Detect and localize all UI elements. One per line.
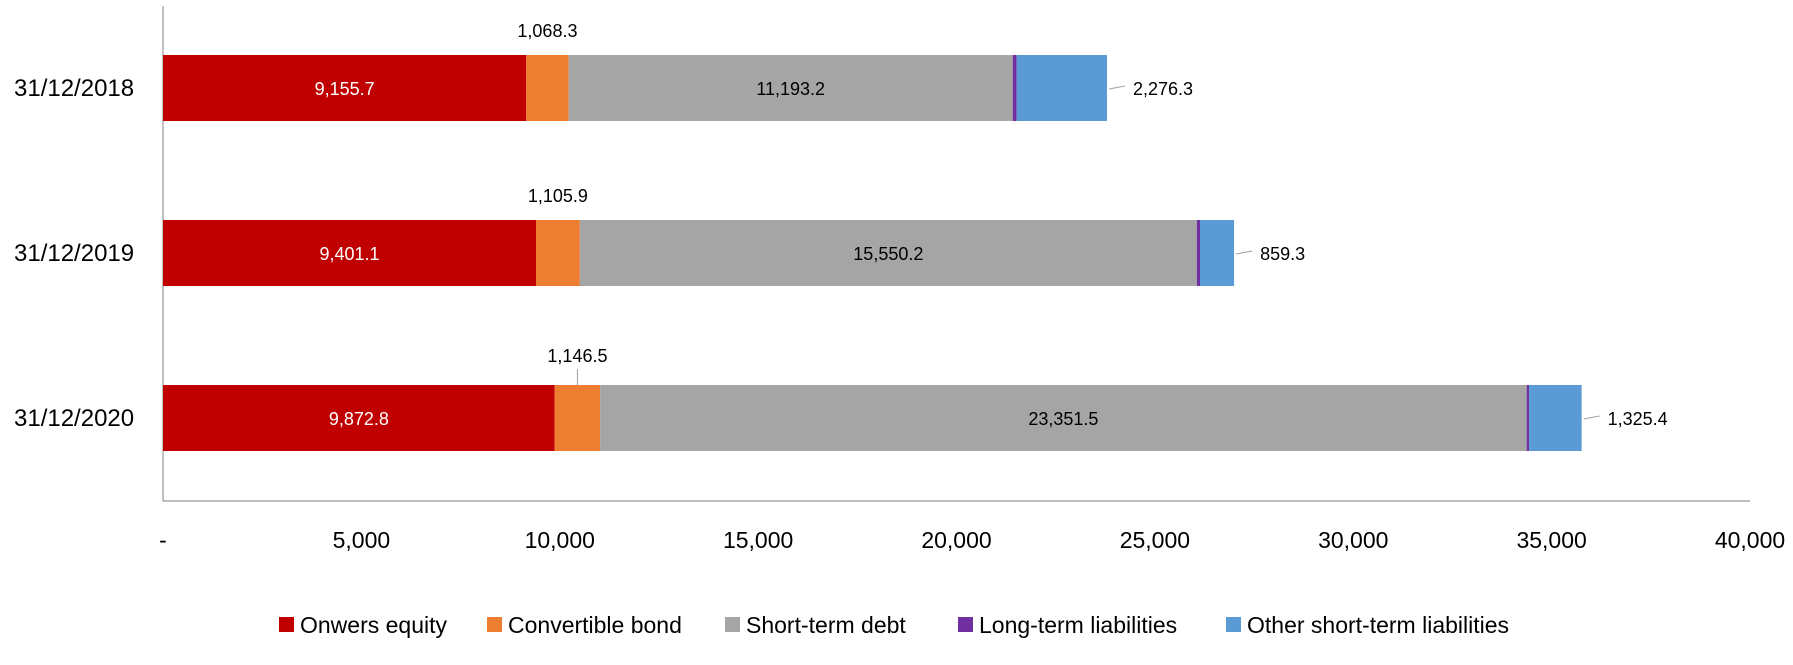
- bar-segment: [163, 385, 555, 451]
- x-tick-label: 20,000: [921, 527, 991, 553]
- data-label: 2,276.3: [1133, 79, 1193, 99]
- data-label: 859.3: [1260, 244, 1305, 264]
- bar-segment: [1526, 385, 1530, 451]
- bar-segment: [1196, 220, 1200, 286]
- legend-label: Short-term debt: [746, 612, 906, 638]
- legend-label: Onwers equity: [300, 612, 448, 638]
- bar-segment: [535, 220, 580, 286]
- legend-swatch: [958, 617, 973, 632]
- bar-segment: [163, 220, 536, 286]
- legend-swatch: [1226, 617, 1241, 632]
- x-tick-label: 40,000: [1715, 527, 1785, 553]
- x-tick-label: 15,000: [723, 527, 793, 553]
- legend-swatch: [279, 617, 294, 632]
- bar-segment: [1199, 220, 1235, 286]
- x-tick-label: 10,000: [525, 527, 595, 553]
- x-tick-label: 5,000: [333, 527, 391, 553]
- bar-segment: [1529, 385, 1582, 451]
- x-tick-label: 35,000: [1516, 527, 1586, 553]
- x-tick-label: 30,000: [1318, 527, 1388, 553]
- x-tick-label: -: [159, 527, 167, 553]
- x-tick-label: 25,000: [1120, 527, 1190, 553]
- data-label: 15,550.2: [853, 244, 923, 264]
- data-label: 23,351.5: [1028, 409, 1098, 429]
- bar-segment: [600, 385, 1527, 451]
- leader-line: [1235, 250, 1253, 255]
- bar-segment: [1012, 55, 1017, 121]
- leader-line: [1108, 85, 1126, 90]
- bar-segment: [163, 55, 527, 121]
- bar-segment: [568, 55, 1013, 121]
- data-label: 1,325.4: [1608, 409, 1668, 429]
- bar-segment: [1016, 55, 1108, 121]
- category-label: 31/12/2019: [14, 240, 134, 267]
- bar-segment: [526, 55, 569, 121]
- data-label: 1,146.5: [547, 346, 607, 366]
- bar-segment: [554, 385, 601, 451]
- legend-label: Other short-term liabilities: [1247, 612, 1509, 638]
- legend-label: Convertible bond: [508, 612, 682, 638]
- category-label: 31/12/2020: [14, 405, 134, 432]
- legend-label: Long-term liabilities: [979, 612, 1177, 638]
- category-label: 31/12/2018: [14, 75, 134, 102]
- data-label: 9,155.7: [315, 79, 375, 99]
- data-label: 9,872.8: [329, 409, 389, 429]
- data-label: 1,105.9: [528, 186, 588, 206]
- data-label: 9,401.1: [319, 244, 379, 264]
- bar-segment: [579, 220, 1197, 286]
- data-label: 11,193.2: [756, 79, 825, 99]
- legend-swatch: [725, 617, 740, 632]
- data-label: 1,068.3: [517, 21, 577, 41]
- leader-line: [1583, 415, 1600, 420]
- legend-swatch: [487, 617, 502, 632]
